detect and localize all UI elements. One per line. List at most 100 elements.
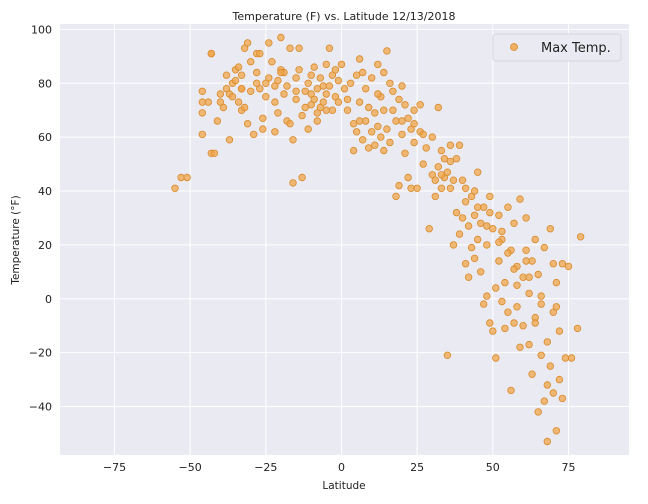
data-point (380, 106, 388, 114)
data-point (343, 95, 352, 104)
x-tick-labels: −75 −50 −25 0 25 50 75 (103, 461, 576, 474)
data-point (546, 224, 554, 233)
data-points (171, 33, 585, 446)
data-point (383, 125, 391, 133)
data-point (380, 68, 388, 77)
data-point (552, 278, 561, 287)
data-point (222, 71, 231, 79)
data-point (237, 71, 246, 79)
data-point (398, 117, 406, 125)
data-point (355, 117, 364, 125)
data-point (395, 95, 403, 104)
data-point (549, 308, 557, 316)
data-point (558, 394, 567, 403)
data-point (295, 44, 303, 52)
data-point (537, 300, 545, 308)
data-point (334, 76, 343, 85)
data-point (377, 133, 385, 141)
data-point (437, 146, 446, 155)
data-point (504, 249, 512, 257)
data-point (262, 92, 270, 101)
data-point (359, 136, 367, 144)
data-point (410, 106, 418, 114)
y-tick-label: 60 (38, 131, 52, 144)
data-point (225, 136, 234, 144)
data-point (486, 192, 494, 201)
data-point (234, 63, 243, 71)
data-point (228, 92, 237, 101)
data-point (507, 386, 515, 395)
data-point (564, 262, 573, 271)
data-point (231, 76, 240, 85)
data-point (498, 297, 506, 306)
data-point (474, 168, 482, 176)
data-point (522, 246, 530, 254)
data-point (383, 47, 391, 55)
data-point (280, 90, 288, 98)
data-point (365, 144, 373, 152)
data-point (534, 408, 542, 416)
data-point (322, 90, 330, 98)
data-point (543, 381, 551, 389)
data-point (555, 375, 564, 384)
data-point (204, 98, 212, 106)
data-point (346, 79, 355, 87)
data-point (486, 319, 494, 327)
data-point (461, 198, 470, 206)
data-point (274, 109, 282, 117)
data-point (349, 119, 358, 128)
data-point (470, 254, 479, 263)
data-point (567, 354, 576, 362)
data-point (510, 219, 518, 227)
data-point (431, 192, 439, 201)
y-tick-label: −20 (29, 347, 52, 360)
data-point (307, 71, 315, 79)
y-tick-label: −40 (29, 401, 52, 414)
data-point (525, 340, 533, 349)
data-point (495, 238, 503, 246)
data-point (522, 257, 530, 265)
data-point (492, 354, 500, 362)
data-point (365, 103, 373, 112)
data-point (464, 273, 473, 281)
data-point (352, 71, 361, 79)
data-point (440, 154, 449, 163)
data-point (389, 106, 397, 114)
data-point (298, 111, 306, 120)
x-tick-label: −25 (254, 461, 277, 474)
x-axis-label: Latitude (322, 480, 365, 492)
data-point (546, 362, 554, 370)
data-point (455, 141, 464, 149)
data-point (549, 389, 557, 397)
data-point (534, 270, 542, 279)
data-point (389, 87, 397, 95)
data-point (443, 168, 452, 176)
data-point (325, 44, 334, 52)
data-point (531, 319, 539, 327)
data-point (477, 219, 485, 227)
data-point (486, 208, 494, 217)
data-point (483, 241, 491, 249)
data-point (461, 260, 470, 268)
data-point (271, 98, 279, 106)
data-point (513, 303, 521, 311)
data-point (216, 90, 225, 98)
legend: Max Temp. (492, 33, 622, 62)
data-point (319, 82, 327, 90)
legend-box (492, 33, 622, 62)
data-point (355, 98, 364, 106)
data-point (253, 68, 261, 77)
data-point (477, 268, 485, 276)
data-point (404, 173, 412, 182)
data-point (458, 176, 467, 184)
data-point (171, 184, 179, 192)
data-point (498, 227, 506, 236)
data-point (470, 211, 479, 219)
data-point (422, 144, 430, 152)
data-point (537, 292, 545, 300)
data-point (522, 214, 530, 222)
data-point (359, 68, 367, 77)
data-point (552, 303, 561, 311)
data-point (428, 133, 436, 141)
